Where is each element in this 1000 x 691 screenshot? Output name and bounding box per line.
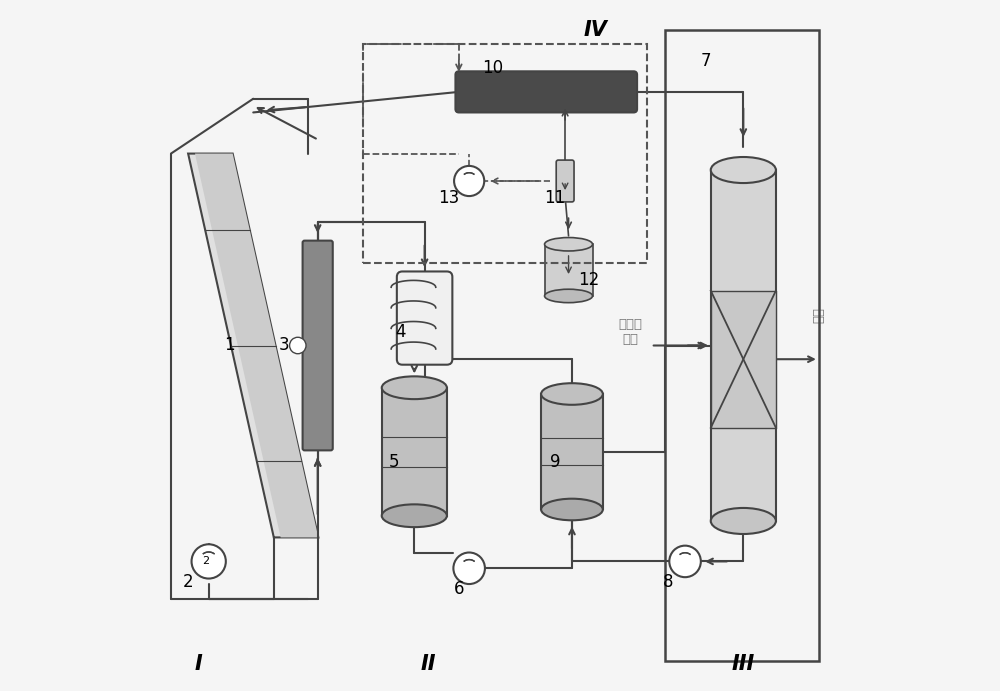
- Text: IV: IV: [584, 20, 608, 40]
- Text: 2: 2: [183, 573, 193, 591]
- Ellipse shape: [545, 290, 593, 303]
- Text: II: II: [420, 654, 436, 674]
- FancyBboxPatch shape: [397, 272, 452, 365]
- Ellipse shape: [382, 504, 447, 527]
- Bar: [382, 388, 447, 515]
- Text: 10: 10: [483, 59, 504, 77]
- Text: 3: 3: [279, 337, 289, 354]
- Bar: [711, 291, 776, 428]
- FancyBboxPatch shape: [455, 71, 637, 113]
- Ellipse shape: [711, 157, 776, 183]
- Text: 1: 1: [224, 337, 235, 354]
- Text: 13: 13: [438, 189, 459, 207]
- Text: 12: 12: [578, 272, 600, 290]
- Circle shape: [192, 545, 226, 578]
- Bar: [545, 244, 593, 296]
- Text: 6: 6: [454, 580, 464, 598]
- Text: 4: 4: [395, 323, 406, 341]
- Ellipse shape: [711, 508, 776, 534]
- Text: 9: 9: [550, 453, 560, 471]
- Ellipse shape: [545, 238, 593, 251]
- Circle shape: [454, 166, 484, 196]
- Text: 5: 5: [389, 453, 399, 471]
- Circle shape: [453, 553, 485, 584]
- Polygon shape: [195, 153, 318, 538]
- Text: 7: 7: [700, 52, 711, 70]
- Text: 送风: 送风: [812, 307, 825, 323]
- Ellipse shape: [382, 377, 447, 399]
- Circle shape: [669, 546, 701, 577]
- Bar: [711, 170, 776, 521]
- FancyBboxPatch shape: [556, 160, 574, 202]
- Text: 2: 2: [202, 556, 209, 567]
- Bar: [665, 30, 819, 661]
- Text: I: I: [195, 654, 202, 674]
- Text: 11: 11: [544, 189, 565, 207]
- Ellipse shape: [541, 384, 603, 405]
- Text: III: III: [732, 654, 755, 674]
- Bar: [541, 394, 603, 509]
- Bar: [363, 44, 647, 263]
- Circle shape: [290, 337, 306, 354]
- Polygon shape: [188, 153, 318, 538]
- Ellipse shape: [541, 499, 603, 520]
- Text: 8: 8: [663, 573, 673, 591]
- Text: 被处理
空气: 被处理 空气: [618, 318, 642, 346]
- FancyBboxPatch shape: [303, 240, 333, 451]
